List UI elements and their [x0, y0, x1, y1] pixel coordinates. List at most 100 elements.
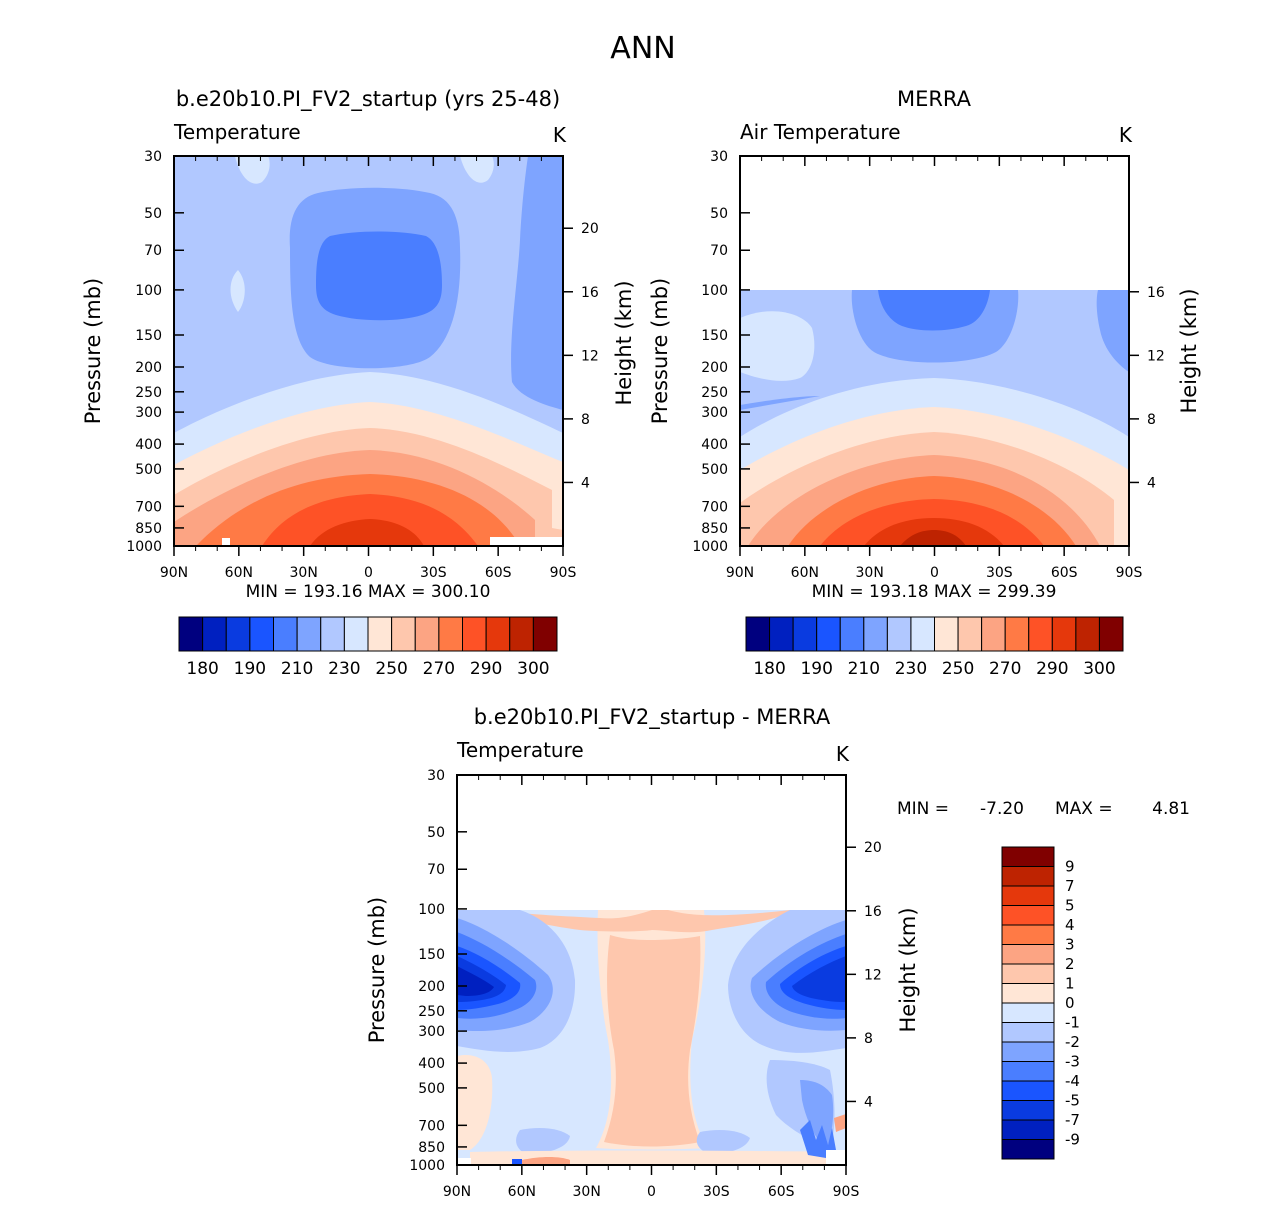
- colorbar-swatch: [745, 616, 771, 652]
- colorbar-swatch: [1001, 1061, 1055, 1082]
- figure-title: ANN: [610, 31, 675, 66]
- colorbar-label: 270: [989, 659, 1021, 679]
- contour-fill: [230, 270, 245, 312]
- colorbar-swatch: [1001, 905, 1055, 926]
- colorbar-swatch: [863, 616, 888, 652]
- panel-model-minmax: MIN = 193.16 MAX = 300.10: [246, 582, 491, 602]
- y-tick-label: 850: [701, 521, 728, 537]
- panel-diff-colorbar: 97 54 32 10 -1-2 -3-4 -5-7 -9: [1001, 846, 1080, 1160]
- height-tick-label: 12: [581, 348, 599, 364]
- panel-model-title: b.e20b10.PI_FV2_startup (yrs 25-48): [176, 87, 560, 112]
- x-tick-label: 30S: [420, 565, 447, 581]
- y-tick-label: 700: [135, 499, 162, 515]
- contour-fill: [792, 956, 846, 1002]
- colorbar-swatch: [532, 616, 558, 652]
- y-tick-label: 500: [701, 462, 728, 478]
- missing-data-gap: [490, 537, 563, 546]
- colorbar-swatch: [1028, 616, 1053, 652]
- y-tick-label: 150: [701, 328, 728, 344]
- panel-obs-units: K: [1119, 123, 1133, 147]
- contour-fill: [740, 396, 820, 410]
- x-tick-label: 30N: [573, 1184, 601, 1200]
- panel-diff-contours: [457, 910, 846, 1165]
- colorbar-label: -2: [1065, 1033, 1080, 1051]
- height-tick-label: 16: [581, 285, 599, 301]
- colorbar-swatch: [1001, 924, 1055, 945]
- y-tick-label: 250: [418, 1004, 445, 1020]
- colorbar-label: 290: [470, 659, 502, 679]
- colorbar-label: 180: [753, 659, 785, 679]
- contour-fill: [800, 1120, 836, 1158]
- y-tick-label: 850: [418, 1140, 445, 1156]
- colorbar-swatch: [367, 616, 393, 652]
- colorbar-label: 230: [328, 659, 360, 679]
- colorbar-label: -4: [1065, 1072, 1080, 1090]
- contour-fill: [800, 1080, 834, 1150]
- panel-obs-minmax: MIN = 193.18 MAX = 299.39: [812, 582, 1057, 602]
- x-tick-label: 90N: [443, 1184, 471, 1200]
- colorbar-swatch: [178, 616, 204, 652]
- panel-model-left-string: Temperature: [173, 120, 301, 144]
- colorbar-label: 180: [186, 659, 218, 679]
- panel-diff-min-label: MIN =: [897, 799, 949, 819]
- y-tick-label: 30: [144, 149, 162, 165]
- colorbar-swatch: [792, 616, 818, 652]
- x-tick-label: 0: [930, 565, 939, 581]
- height-tick-label: 20: [864, 840, 882, 856]
- colorbar-label: 250: [942, 659, 974, 679]
- y-tick-label: 30: [427, 768, 445, 784]
- panel-obs-contours: [740, 290, 1129, 546]
- y-tick-label: 250: [701, 385, 728, 401]
- height-tick-label: 12: [864, 967, 882, 983]
- colorbar-swatch: [910, 616, 935, 652]
- panel-obs-ylabel: Pressure (mb): [648, 278, 672, 425]
- colorbar-label: 270: [423, 659, 455, 679]
- colorbar-swatch: [957, 616, 983, 652]
- y-tick-label: 100: [135, 283, 162, 299]
- panel-diff-ylabel-right: Height (km): [896, 907, 920, 1032]
- colorbar-label: -7: [1065, 1111, 1080, 1129]
- panel-obs-left-string: Air Temperature: [740, 120, 901, 144]
- colorbar-label: 230: [895, 659, 927, 679]
- colorbar-label: 7: [1065, 877, 1075, 895]
- y-tick-label: 100: [418, 902, 445, 918]
- height-tick-label: 4: [581, 475, 590, 491]
- y-tick-label: 700: [701, 499, 728, 515]
- colorbar-label: -3: [1065, 1053, 1080, 1071]
- height-tick-label: 12: [1147, 348, 1165, 364]
- contour-fill: [696, 1130, 750, 1154]
- y-tick-label: 50: [144, 206, 162, 222]
- colorbar-label: 0: [1065, 994, 1075, 1012]
- colorbar-swatch: [1001, 885, 1055, 906]
- colorbar-label: 5: [1065, 897, 1075, 915]
- colorbar-swatch: [1001, 983, 1055, 1004]
- x-tick-label: 0: [647, 1184, 656, 1200]
- colorbar-swatch: [816, 616, 841, 652]
- colorbar-swatch: [296, 616, 322, 652]
- y-tick-label: 200: [418, 979, 445, 995]
- y-tick-label: 300: [418, 1024, 445, 1040]
- panel-diff-units: K: [836, 742, 850, 766]
- colorbar-swatch: [1001, 1119, 1055, 1140]
- y-tick-label: 400: [135, 437, 162, 453]
- contour-fill: [604, 935, 701, 1147]
- colorbar-label: 2: [1065, 955, 1075, 973]
- height-tick-label: 16: [864, 904, 882, 920]
- y-tick-label: 850: [135, 521, 162, 537]
- panel-diff-max-label: MAX =: [1055, 799, 1113, 819]
- y-tick-label: 500: [135, 462, 162, 478]
- panel-diff-axes: 30 50 70 100 150 200 250 300 400 500 700 850 1000 20 1…: [409, 768, 882, 1200]
- colorbar-label: 190: [800, 659, 832, 679]
- panel-diff-max-value: 4.81: [1152, 799, 1190, 819]
- contour-fill: [900, 530, 966, 546]
- x-tick-label: 60S: [485, 565, 512, 581]
- y-tick-label: 300: [135, 405, 162, 421]
- panel-obs-axes: 30 50 70 100 150 200 250 300 400 500 700 850 1000 16 1…: [692, 149, 1165, 581]
- y-tick-label: 70: [144, 243, 162, 259]
- x-tick-label: 90S: [833, 1184, 860, 1200]
- colorbar-swatch: [249, 616, 274, 652]
- contour-fill: [740, 311, 815, 381]
- x-tick-label: 60S: [1051, 565, 1078, 581]
- colorbar-swatch: [1001, 944, 1055, 965]
